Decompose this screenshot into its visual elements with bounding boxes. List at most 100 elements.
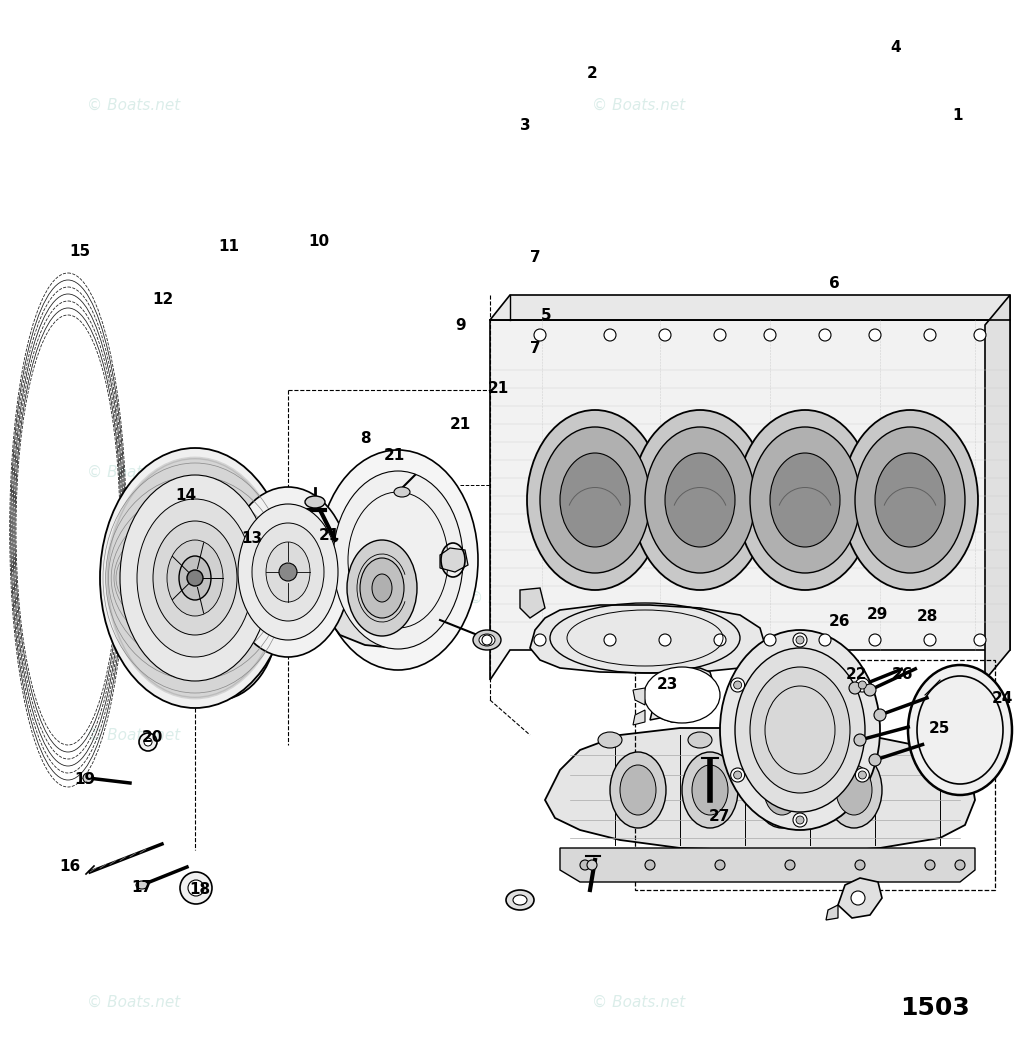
Polygon shape [530,605,765,673]
Ellipse shape [121,475,270,681]
Text: 26: 26 [829,614,850,629]
Polygon shape [545,728,975,852]
Polygon shape [320,530,448,648]
Circle shape [210,610,226,626]
Ellipse shape [842,410,978,590]
Text: 15: 15 [70,245,91,259]
Ellipse shape [506,890,534,910]
Circle shape [534,329,546,341]
Ellipse shape [100,448,290,708]
Ellipse shape [665,453,735,547]
Polygon shape [520,588,545,618]
Ellipse shape [347,540,417,636]
Ellipse shape [226,487,350,657]
Text: 27: 27 [709,810,729,824]
Ellipse shape [153,521,237,635]
Circle shape [534,634,546,646]
Ellipse shape [836,765,872,815]
Text: 11: 11 [218,239,239,254]
Ellipse shape [770,453,840,547]
Text: 2: 2 [587,66,597,81]
Text: 21: 21 [384,448,405,463]
Circle shape [715,860,725,870]
Ellipse shape [473,630,501,650]
Circle shape [869,634,881,646]
Circle shape [580,860,590,870]
Circle shape [819,634,831,646]
Circle shape [144,738,152,746]
Ellipse shape [513,895,527,905]
Ellipse shape [692,765,728,815]
Text: 25: 25 [929,721,950,736]
Circle shape [925,860,935,870]
Ellipse shape [192,582,244,654]
Ellipse shape [788,732,812,748]
Ellipse shape [179,556,211,600]
Circle shape [974,329,986,341]
Ellipse shape [479,634,495,646]
Ellipse shape [266,542,310,602]
Text: 6: 6 [829,276,839,291]
Text: 24: 24 [992,691,1012,706]
Text: 29: 29 [867,607,888,622]
Ellipse shape [682,752,739,828]
Circle shape [819,329,831,341]
Circle shape [924,329,936,341]
Ellipse shape [540,427,650,573]
Ellipse shape [394,487,410,497]
Circle shape [604,329,616,341]
Ellipse shape [764,765,800,815]
Polygon shape [650,668,714,722]
Ellipse shape [180,566,256,670]
Ellipse shape [855,427,965,573]
Text: 9: 9 [455,318,466,333]
Text: 26: 26 [892,667,913,681]
Ellipse shape [238,504,338,640]
Ellipse shape [333,471,464,649]
Text: 1503: 1503 [900,996,970,1020]
Ellipse shape [167,540,224,616]
Ellipse shape [737,410,873,590]
Circle shape [796,636,804,644]
Circle shape [858,681,866,689]
Text: 17: 17 [132,880,152,895]
Circle shape [855,768,869,782]
Ellipse shape [750,667,850,793]
Polygon shape [560,848,975,882]
Circle shape [659,329,671,341]
Ellipse shape [203,598,233,638]
Text: 8: 8 [360,432,371,446]
Ellipse shape [632,410,768,590]
Circle shape [188,880,204,896]
Circle shape [849,682,861,694]
Circle shape [764,634,776,646]
Circle shape [482,635,492,645]
Circle shape [279,563,297,581]
Polygon shape [490,320,1010,680]
Ellipse shape [720,630,880,830]
Circle shape [796,816,804,824]
Ellipse shape [318,450,478,670]
Circle shape [187,570,203,586]
Text: 22: 22 [847,667,867,681]
Text: 5: 5 [541,308,551,322]
Text: © Boats.net: © Boats.net [88,98,180,112]
Polygon shape [633,710,645,724]
Ellipse shape [137,499,253,657]
Text: 7: 7 [530,250,541,265]
Circle shape [793,633,806,647]
Text: 21: 21 [488,381,509,396]
Circle shape [874,709,886,721]
Ellipse shape [620,765,656,815]
Circle shape [785,860,795,870]
Text: © Boats.net: © Boats.net [757,728,850,742]
Text: 21: 21 [319,528,340,543]
Circle shape [139,733,157,751]
Ellipse shape [688,732,712,748]
Ellipse shape [168,550,268,686]
Text: 23: 23 [657,677,678,692]
Text: 16: 16 [60,859,80,874]
Circle shape [659,634,671,646]
Circle shape [851,891,865,905]
Ellipse shape [136,881,148,889]
